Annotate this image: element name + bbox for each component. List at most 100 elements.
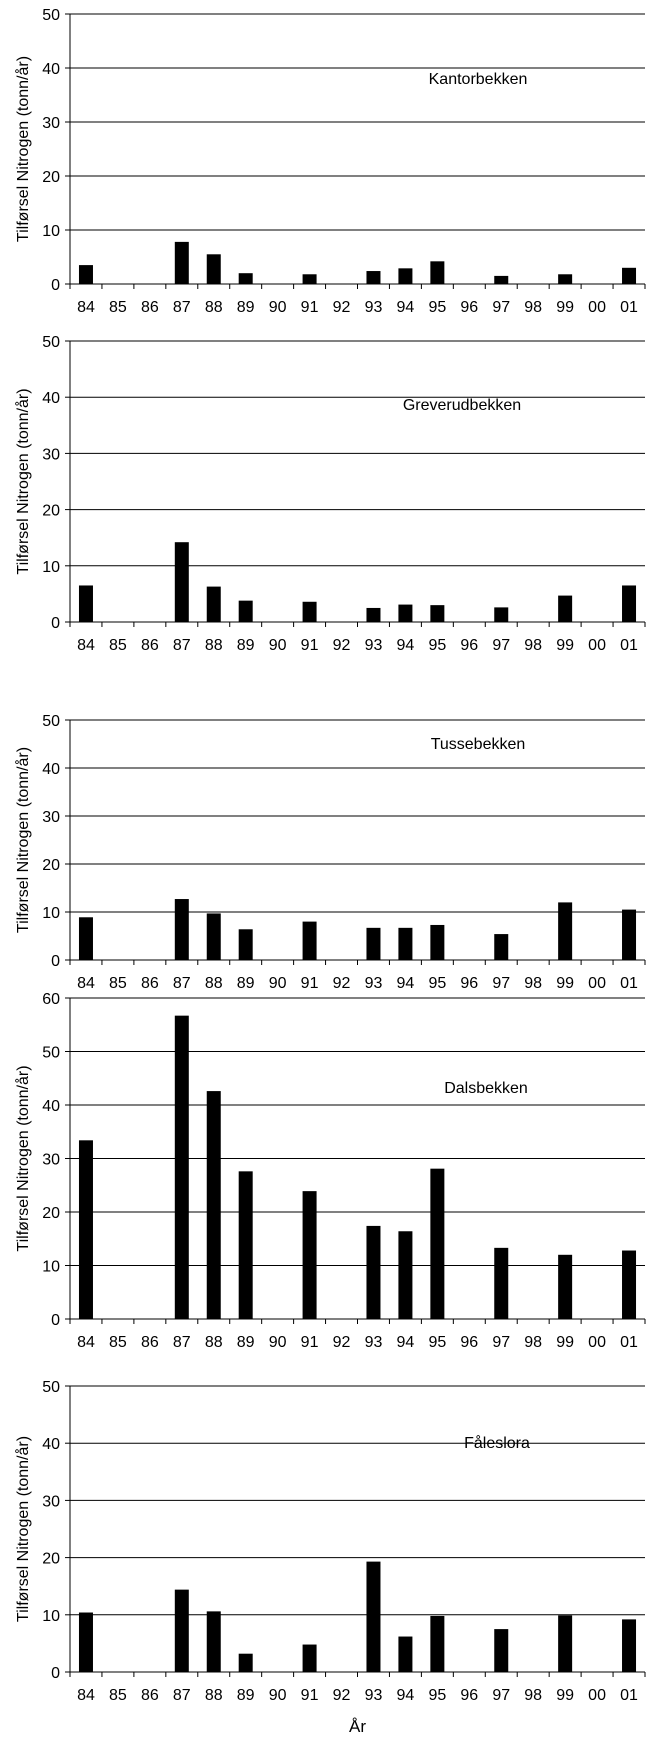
y-tick-label: 40 (42, 761, 60, 778)
bar (174, 899, 189, 960)
y-tick-label: 30 (42, 115, 60, 132)
x-tick-label: 00 (588, 1687, 606, 1704)
x-tick-label: 90 (269, 975, 287, 992)
y-tick-label: 50 (42, 7, 60, 24)
bar (622, 585, 637, 622)
x-tick-label: 86 (141, 1334, 159, 1351)
bar (494, 1629, 509, 1672)
x-tick-label: 89 (237, 299, 255, 316)
bar (398, 1636, 413, 1672)
bar (494, 275, 509, 284)
x-tick-label: 93 (365, 975, 383, 992)
x-tick-label: 01 (620, 975, 638, 992)
y-axis-label: Tilførsel Nitrogen (tonn/år) (14, 1436, 32, 1622)
y-tick-label: 0 (51, 1312, 60, 1329)
bar (430, 1168, 445, 1319)
x-tick-label: 86 (141, 299, 159, 316)
bar (558, 1254, 573, 1319)
x-tick-label: 99 (556, 1687, 574, 1704)
x-tick-label: 00 (588, 637, 606, 654)
x-tick-label: 97 (492, 1334, 510, 1351)
y-tick-label: 10 (42, 223, 60, 240)
bar (366, 607, 381, 622)
x-tick-label: 94 (397, 975, 415, 992)
x-tick-label: 93 (365, 299, 383, 316)
x-tick-label: 01 (620, 1334, 638, 1351)
x-tick-label: 94 (397, 637, 415, 654)
x-tick-label: 87 (173, 1687, 191, 1704)
x-tick-label: 97 (492, 975, 510, 992)
x-tick-label: 91 (301, 1687, 319, 1704)
bar (78, 1612, 93, 1672)
y-tick-label: 10 (42, 1608, 60, 1625)
bar (238, 929, 253, 960)
chart-title: Dalsbekken (444, 1080, 528, 1097)
y-tick-label: 20 (42, 1205, 60, 1222)
x-tick-label: 89 (237, 1687, 255, 1704)
x-tick-label: 88 (205, 637, 223, 654)
x-tick-label: 95 (428, 1687, 446, 1704)
x-tick-label: 97 (492, 299, 510, 316)
y-tick-label: 0 (51, 1665, 60, 1682)
bar (366, 927, 381, 960)
bar (398, 604, 413, 622)
bar (622, 1250, 637, 1319)
x-tick-label: 91 (301, 975, 319, 992)
bar (302, 274, 317, 284)
bar (558, 274, 573, 284)
x-tick-label: 98 (524, 975, 542, 992)
y-tick-label: 60 (42, 991, 60, 1008)
bar (174, 1015, 189, 1319)
bar (78, 917, 93, 960)
bar (78, 585, 93, 622)
x-tick-label: 94 (397, 1334, 415, 1351)
x-tick-label: 95 (428, 1334, 446, 1351)
bar (398, 1231, 413, 1319)
x-tick-label: 98 (524, 1334, 542, 1351)
x-tick-label: 91 (301, 299, 319, 316)
x-tick-label: 91 (301, 637, 319, 654)
x-tick-label: 90 (269, 637, 287, 654)
bar (366, 1561, 381, 1672)
x-tick-label: 90 (269, 1334, 287, 1351)
x-tick-label: 87 (173, 299, 191, 316)
bar (430, 261, 445, 284)
y-axis-label: Tilførsel Nitrogen (tonn/år) (14, 56, 32, 242)
bar (174, 241, 189, 284)
y-tick-label: 20 (42, 1551, 60, 1568)
chart-title: Fåleslora (464, 1434, 530, 1452)
x-tick-label: 89 (237, 1334, 255, 1351)
x-tick-label: 97 (492, 637, 510, 654)
bar (430, 605, 445, 622)
bar (238, 600, 253, 622)
y-tick-label: 30 (42, 809, 60, 826)
x-tick-label: 92 (333, 1687, 351, 1704)
x-tick-label: 01 (620, 1687, 638, 1704)
x-tick-label: 99 (556, 1334, 574, 1351)
bar (238, 1171, 253, 1319)
x-tick-label: 85 (109, 299, 127, 316)
x-tick-label: 99 (556, 975, 574, 992)
x-tick-label: 88 (205, 1687, 223, 1704)
y-tick-label: 0 (51, 615, 60, 632)
x-tick-label: 93 (365, 1687, 383, 1704)
bar (494, 607, 509, 622)
y-tick-label: 30 (42, 1493, 60, 1510)
x-tick-label: 88 (205, 975, 223, 992)
x-tick-label: 95 (428, 637, 446, 654)
x-tick-label: 86 (141, 637, 159, 654)
y-tick-label: 40 (42, 1098, 60, 1115)
bar (174, 1589, 189, 1672)
bar (398, 927, 413, 960)
x-tick-label: 00 (588, 299, 606, 316)
bar (206, 913, 221, 960)
x-tick-label: 84 (77, 1334, 95, 1351)
x-tick-label: 96 (460, 1687, 478, 1704)
x-tick-label: 01 (620, 299, 638, 316)
x-tick-label: 87 (173, 637, 191, 654)
bar (558, 1615, 573, 1672)
bar (622, 909, 637, 960)
x-tick-label: 91 (301, 1334, 319, 1351)
bar (398, 268, 413, 284)
x-tick-label: 99 (556, 299, 574, 316)
